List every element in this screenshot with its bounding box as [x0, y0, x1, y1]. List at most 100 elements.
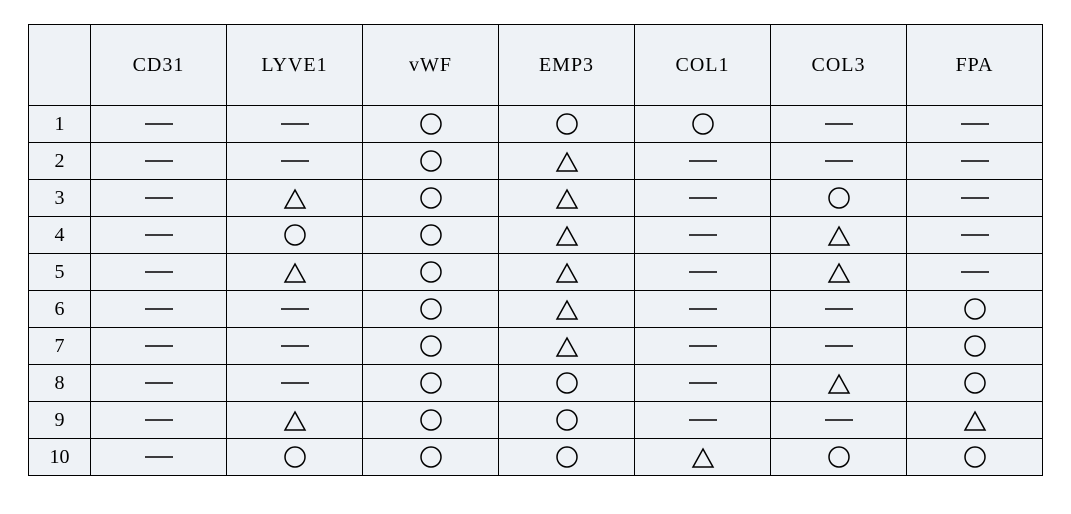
triangle-icon	[555, 151, 579, 173]
circle-icon	[554, 111, 580, 137]
cell-dash	[907, 217, 1043, 254]
cell-triangle	[771, 217, 907, 254]
dash-icon	[955, 260, 995, 284]
cell-circle	[363, 402, 499, 439]
dash-icon	[955, 223, 995, 247]
cell-dash	[91, 106, 227, 143]
table-row: 3	[29, 180, 1043, 217]
cell-circle	[499, 106, 635, 143]
circle-icon	[554, 407, 580, 433]
table-row: 2	[29, 143, 1043, 180]
dash-icon	[139, 112, 179, 136]
cell-triangle	[499, 180, 635, 217]
cell-triangle	[499, 143, 635, 180]
dash-icon	[139, 371, 179, 395]
table-row: 8	[29, 365, 1043, 402]
row-label: 3	[29, 180, 91, 217]
cell-dash	[635, 328, 771, 365]
triangle-icon	[555, 336, 579, 358]
row-label: 5	[29, 254, 91, 291]
dash-icon	[275, 334, 315, 358]
row-label: 10	[29, 439, 91, 476]
cell-circle	[363, 291, 499, 328]
circle-icon	[554, 444, 580, 470]
dash-icon	[139, 445, 179, 469]
cell-triangle	[227, 180, 363, 217]
dash-icon	[139, 297, 179, 321]
dash-icon	[683, 371, 723, 395]
triangle-icon	[283, 188, 307, 210]
circle-icon	[418, 259, 444, 285]
circle-icon	[962, 296, 988, 322]
circle-icon	[554, 370, 580, 396]
triangle-icon	[283, 410, 307, 432]
dash-icon	[955, 186, 995, 210]
table-body: 12345678910	[29, 106, 1043, 476]
cell-circle	[499, 365, 635, 402]
cell-circle	[363, 365, 499, 402]
dash-icon	[139, 186, 179, 210]
cell-dash	[91, 217, 227, 254]
circle-icon	[690, 111, 716, 137]
dash-icon	[275, 371, 315, 395]
circle-icon	[282, 222, 308, 248]
cell-dash	[907, 143, 1043, 180]
row-label: 4	[29, 217, 91, 254]
dash-icon	[819, 334, 859, 358]
cell-circle	[227, 439, 363, 476]
cell-triangle	[499, 217, 635, 254]
cell-triangle	[227, 402, 363, 439]
dash-icon	[683, 297, 723, 321]
circle-icon	[418, 296, 444, 322]
cell-dash	[635, 217, 771, 254]
cell-dash	[907, 180, 1043, 217]
dash-icon	[139, 223, 179, 247]
dash-icon	[819, 408, 859, 432]
cell-dash	[635, 365, 771, 402]
circle-icon	[418, 111, 444, 137]
circle-icon	[418, 407, 444, 433]
table-row: 1	[29, 106, 1043, 143]
dash-icon	[683, 408, 723, 432]
dash-icon	[139, 149, 179, 173]
cell-dash	[907, 106, 1043, 143]
circle-icon	[418, 444, 444, 470]
cell-circle	[771, 439, 907, 476]
triangle-icon	[691, 447, 715, 469]
cell-dash	[771, 291, 907, 328]
circle-icon	[418, 222, 444, 248]
dash-icon	[139, 334, 179, 358]
cell-dash	[91, 365, 227, 402]
cell-circle	[907, 439, 1043, 476]
cell-circle	[907, 328, 1043, 365]
cell-triangle	[499, 254, 635, 291]
table-row: 7	[29, 328, 1043, 365]
dash-icon	[955, 149, 995, 173]
triangle-icon	[283, 262, 307, 284]
circle-icon	[826, 444, 852, 470]
row-label: 2	[29, 143, 91, 180]
col-header: COL3	[771, 25, 907, 106]
cell-circle	[907, 365, 1043, 402]
row-label: 6	[29, 291, 91, 328]
dash-icon	[683, 186, 723, 210]
dash-icon	[819, 112, 859, 136]
cell-dash	[227, 365, 363, 402]
triangle-icon	[827, 262, 851, 284]
circle-icon	[826, 185, 852, 211]
dash-icon	[683, 334, 723, 358]
row-label: 8	[29, 365, 91, 402]
circle-icon	[418, 148, 444, 174]
col-header: COL1	[635, 25, 771, 106]
row-label: 1	[29, 106, 91, 143]
cell-circle	[363, 180, 499, 217]
cell-dash	[91, 180, 227, 217]
cell-circle	[363, 254, 499, 291]
dash-icon	[139, 260, 179, 284]
cell-dash	[227, 106, 363, 143]
header-blank	[29, 25, 91, 106]
cell-circle	[363, 328, 499, 365]
cell-dash	[91, 254, 227, 291]
dash-icon	[683, 260, 723, 284]
cell-dash	[771, 106, 907, 143]
